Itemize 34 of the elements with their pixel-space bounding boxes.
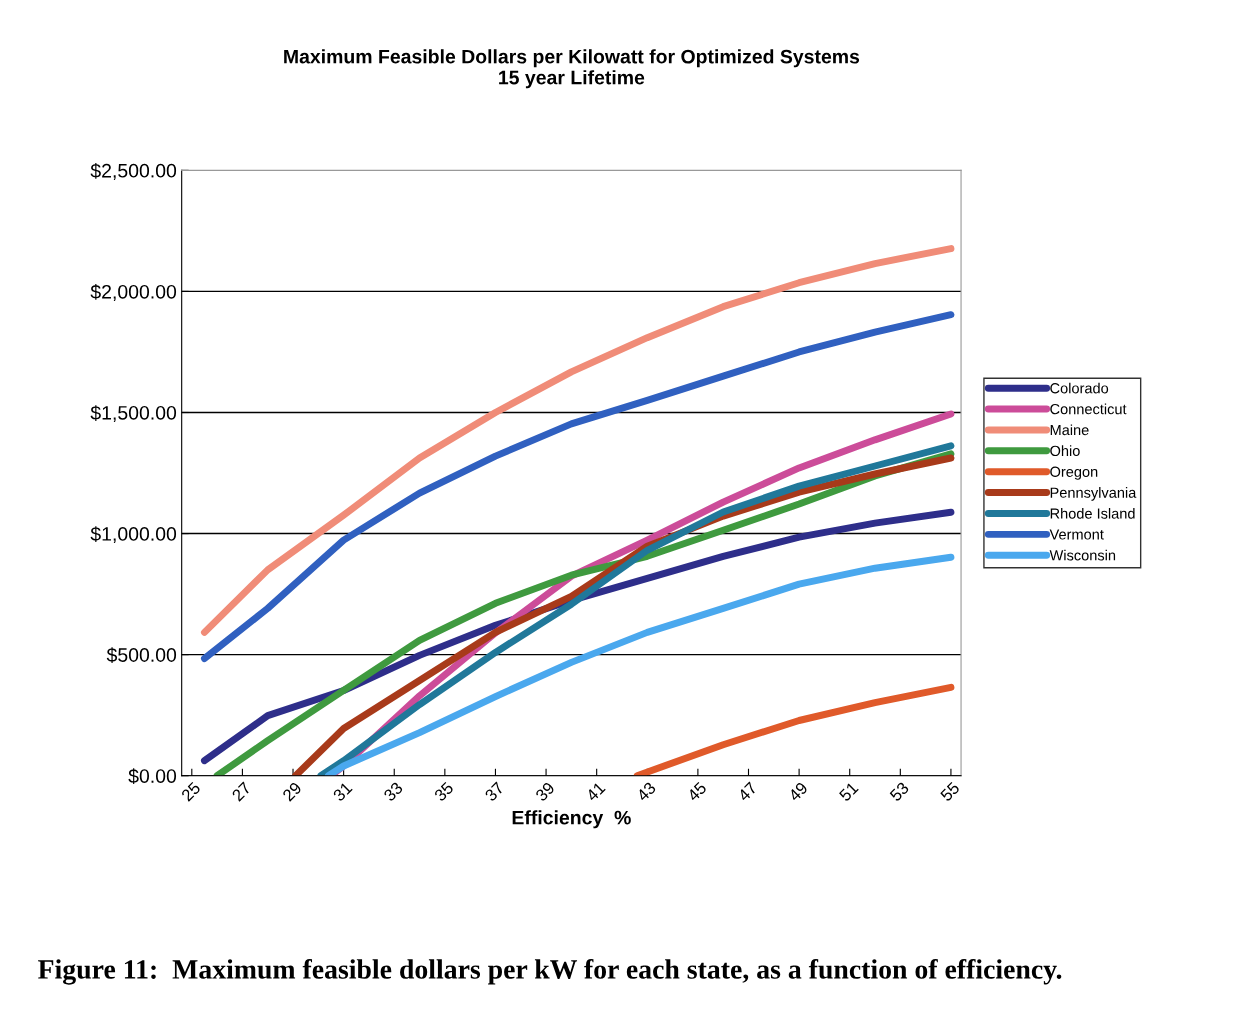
- x-tick-label: 39: [534, 781, 556, 802]
- chart-title: Maximum Feasible Dollars per Kilowatt for Optimized Systems 15 year Lifetime: [284, 49, 860, 89]
- x-tick-label: 37: [484, 781, 505, 802]
- x-tick-label: 25: [180, 781, 202, 802]
- x-axis-title: Efficiency %: [512, 810, 631, 829]
- legend-label: Vermont: [1049, 529, 1104, 540]
- x-tick-label: 31: [332, 781, 353, 802]
- x-tick-label: 49: [787, 781, 809, 803]
- legend-label: Pennsylvania: [1050, 487, 1137, 501]
- legend-label: Rhode Island: [1050, 508, 1135, 519]
- x-tick-label: 35: [433, 781, 455, 802]
- legend-label: Ohio: [1050, 445, 1080, 457]
- legend-label: Colorado: [1050, 382, 1109, 394]
- y-tick-label: $1,500.00: [90, 405, 177, 423]
- y-tick-label: $2,000.00: [90, 284, 177, 301]
- x-tick-label: 55: [939, 781, 961, 802]
- x-tick-label: 45: [686, 781, 708, 803]
- x-tick-label: 29: [281, 781, 303, 802]
- x-tick-label: 43: [635, 781, 657, 803]
- legend-label: Maine: [1050, 424, 1089, 436]
- y-tick-label: $1,000.00: [90, 526, 177, 544]
- legend-label: Connecticut: [1050, 403, 1127, 415]
- x-tick-label: 33: [382, 781, 404, 802]
- x-tick-label: 47: [737, 781, 758, 802]
- caption: Figure 11: Maximum feasible dollars per kW for each state, as a function of efficiency.: [38, 958, 1062, 985]
- x-tick-label: 41: [585, 781, 606, 802]
- x-tick-label: 53: [889, 781, 910, 802]
- x-tick-label: 51: [838, 781, 859, 802]
- legend-label: Wisconsin: [1049, 549, 1116, 561]
- legend-label: Oregon: [1050, 466, 1098, 480]
- y-tick-label: $0.00: [128, 768, 177, 785]
- y-tick-label: $500.00: [106, 647, 177, 664]
- x-tick-label: 27: [231, 781, 252, 802]
- y-tick-label: $2,500.00: [90, 163, 177, 180]
